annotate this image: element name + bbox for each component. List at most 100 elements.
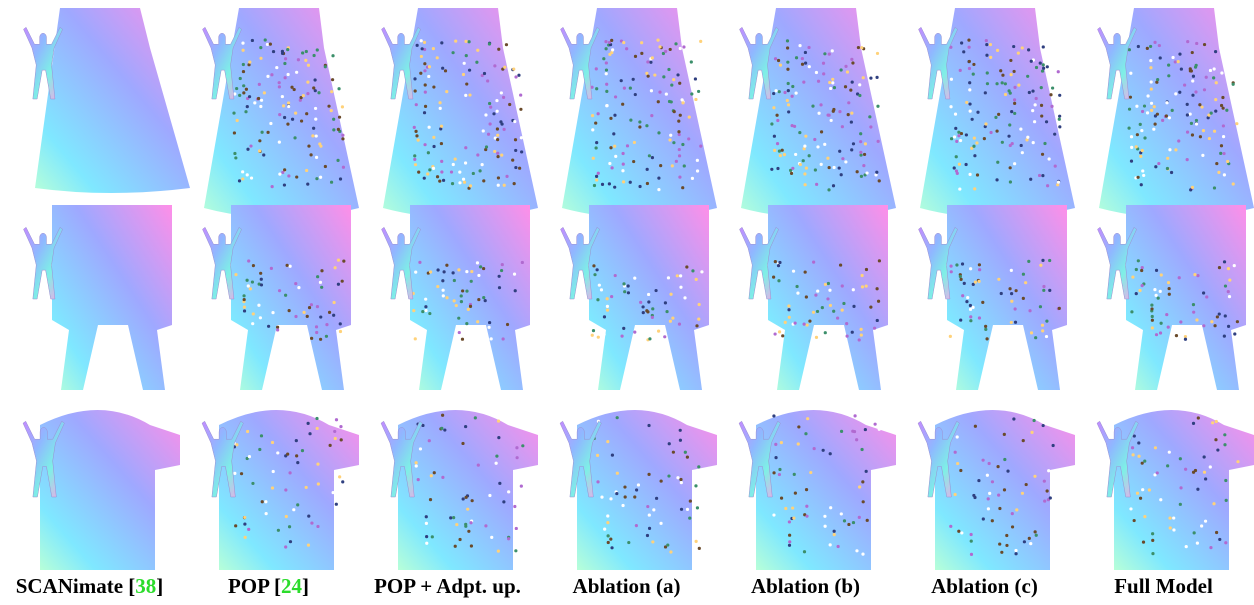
point xyxy=(1021,439,1025,443)
point xyxy=(453,157,457,161)
point xyxy=(780,148,784,152)
body-figure xyxy=(23,226,63,300)
point xyxy=(1016,51,1020,55)
point xyxy=(439,127,443,131)
point xyxy=(451,162,455,167)
point xyxy=(847,101,851,105)
point xyxy=(681,142,685,147)
point xyxy=(426,172,430,176)
point xyxy=(441,288,445,292)
point xyxy=(475,60,479,64)
point xyxy=(1009,292,1014,296)
point xyxy=(667,474,671,478)
point xyxy=(815,182,819,186)
point xyxy=(793,491,797,495)
point xyxy=(969,539,973,543)
point xyxy=(1008,166,1012,170)
point xyxy=(611,48,615,52)
point xyxy=(422,40,427,44)
point xyxy=(244,87,248,91)
point xyxy=(958,68,962,73)
point xyxy=(1202,324,1206,328)
point xyxy=(1132,434,1136,438)
point xyxy=(997,112,1001,116)
point xyxy=(1150,318,1154,322)
point xyxy=(423,83,427,87)
render-cell xyxy=(201,410,359,570)
point xyxy=(1194,118,1199,123)
point xyxy=(671,450,675,454)
point xyxy=(977,478,981,483)
point xyxy=(988,42,993,47)
point xyxy=(309,303,314,307)
point xyxy=(805,514,809,518)
point xyxy=(1165,166,1170,171)
point xyxy=(647,513,651,517)
point xyxy=(640,41,644,45)
point xyxy=(341,480,345,484)
point xyxy=(876,104,880,108)
point xyxy=(801,159,805,163)
point xyxy=(605,103,609,108)
point xyxy=(669,550,673,554)
label-text: [ xyxy=(128,574,136,598)
body-figure xyxy=(739,226,779,300)
point xyxy=(610,453,615,457)
point xyxy=(875,51,880,56)
point xyxy=(315,426,319,431)
point xyxy=(960,531,964,535)
point xyxy=(838,110,842,114)
point xyxy=(677,132,681,137)
point xyxy=(803,61,808,65)
point xyxy=(849,120,853,124)
point xyxy=(1194,90,1198,94)
point xyxy=(513,119,517,124)
point xyxy=(435,175,440,179)
point xyxy=(986,497,990,501)
point xyxy=(693,77,698,81)
point xyxy=(332,313,336,317)
point xyxy=(1149,101,1154,105)
point xyxy=(1178,457,1182,461)
point xyxy=(297,286,301,290)
point xyxy=(984,324,988,328)
point xyxy=(694,484,698,488)
point xyxy=(507,490,511,494)
point xyxy=(502,183,506,187)
point xyxy=(694,539,698,543)
point xyxy=(658,45,662,49)
point xyxy=(959,318,963,322)
point xyxy=(953,112,958,116)
point xyxy=(674,42,678,46)
point xyxy=(982,137,986,141)
point xyxy=(650,155,655,160)
point xyxy=(1207,136,1212,141)
point xyxy=(1041,45,1045,49)
point xyxy=(1138,122,1142,126)
point xyxy=(965,100,969,105)
point xyxy=(259,56,263,60)
point xyxy=(770,122,774,126)
point xyxy=(813,137,817,142)
point xyxy=(612,132,616,136)
point xyxy=(820,306,824,310)
point xyxy=(648,337,652,341)
render-cell xyxy=(1097,205,1246,390)
point xyxy=(1185,130,1190,134)
point xyxy=(1139,154,1143,158)
point xyxy=(1007,89,1011,93)
point xyxy=(259,104,263,109)
point xyxy=(337,115,342,119)
point xyxy=(594,146,598,150)
point xyxy=(332,117,336,121)
point xyxy=(476,153,480,157)
point xyxy=(283,168,287,172)
body-figure xyxy=(1096,420,1139,498)
point xyxy=(1127,107,1132,111)
point xyxy=(647,526,652,530)
point xyxy=(985,42,989,47)
point xyxy=(299,119,304,123)
point xyxy=(596,112,600,116)
point xyxy=(1029,331,1034,335)
point xyxy=(428,168,432,172)
